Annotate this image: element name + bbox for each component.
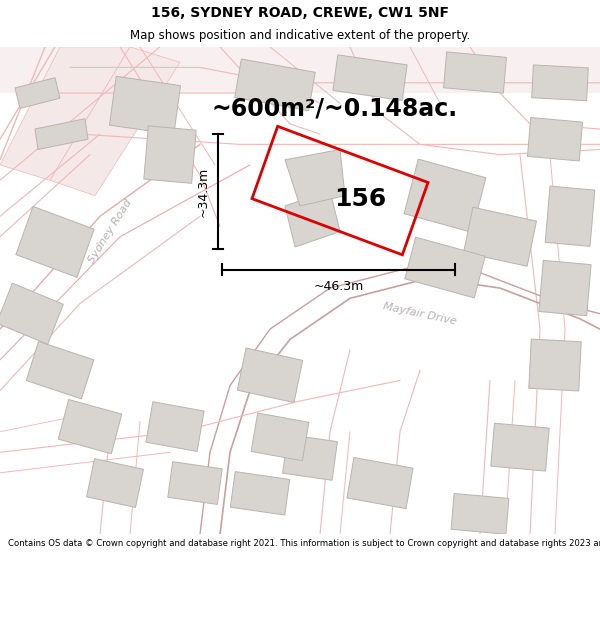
- Text: 156, SYDNEY ROAD, CREWE, CW1 5NF: 156, SYDNEY ROAD, CREWE, CW1 5NF: [151, 6, 449, 20]
- Polygon shape: [16, 206, 94, 278]
- Polygon shape: [285, 191, 340, 247]
- Polygon shape: [451, 494, 509, 534]
- Polygon shape: [58, 399, 122, 454]
- Polygon shape: [347, 458, 413, 509]
- Text: Mayfair Drive: Mayfair Drive: [382, 301, 458, 326]
- Polygon shape: [230, 472, 290, 515]
- Text: Map shows position and indicative extent of the property.: Map shows position and indicative extent…: [130, 29, 470, 42]
- Polygon shape: [532, 65, 588, 101]
- Polygon shape: [235, 59, 315, 111]
- Polygon shape: [144, 126, 196, 183]
- Text: ~46.3m: ~46.3m: [313, 280, 364, 293]
- Polygon shape: [443, 52, 506, 93]
- Polygon shape: [237, 348, 303, 403]
- Text: Contains OS data © Crown copyright and database right 2021. This information is : Contains OS data © Crown copyright and d…: [8, 539, 600, 548]
- Polygon shape: [168, 462, 222, 504]
- Polygon shape: [405, 237, 485, 298]
- Text: ~34.3m: ~34.3m: [197, 166, 210, 217]
- Polygon shape: [464, 208, 536, 266]
- Polygon shape: [529, 339, 581, 391]
- Polygon shape: [539, 261, 591, 316]
- Polygon shape: [146, 402, 204, 451]
- Polygon shape: [0, 47, 130, 180]
- Polygon shape: [404, 159, 486, 232]
- Polygon shape: [50, 47, 180, 196]
- Polygon shape: [333, 55, 407, 101]
- Polygon shape: [285, 149, 345, 206]
- Polygon shape: [35, 119, 88, 149]
- Polygon shape: [109, 76, 181, 134]
- Polygon shape: [86, 459, 143, 508]
- Polygon shape: [283, 434, 337, 480]
- Text: ~600m²/~0.148ac.: ~600m²/~0.148ac.: [212, 96, 458, 121]
- Polygon shape: [251, 413, 309, 461]
- Polygon shape: [0, 283, 64, 344]
- Polygon shape: [545, 186, 595, 246]
- Polygon shape: [0, 47, 600, 93]
- Polygon shape: [15, 78, 60, 109]
- Polygon shape: [26, 341, 94, 399]
- Polygon shape: [527, 118, 583, 161]
- Polygon shape: [491, 423, 549, 471]
- Text: Sydney Road: Sydney Road: [86, 198, 134, 266]
- Text: 156: 156: [334, 187, 386, 211]
